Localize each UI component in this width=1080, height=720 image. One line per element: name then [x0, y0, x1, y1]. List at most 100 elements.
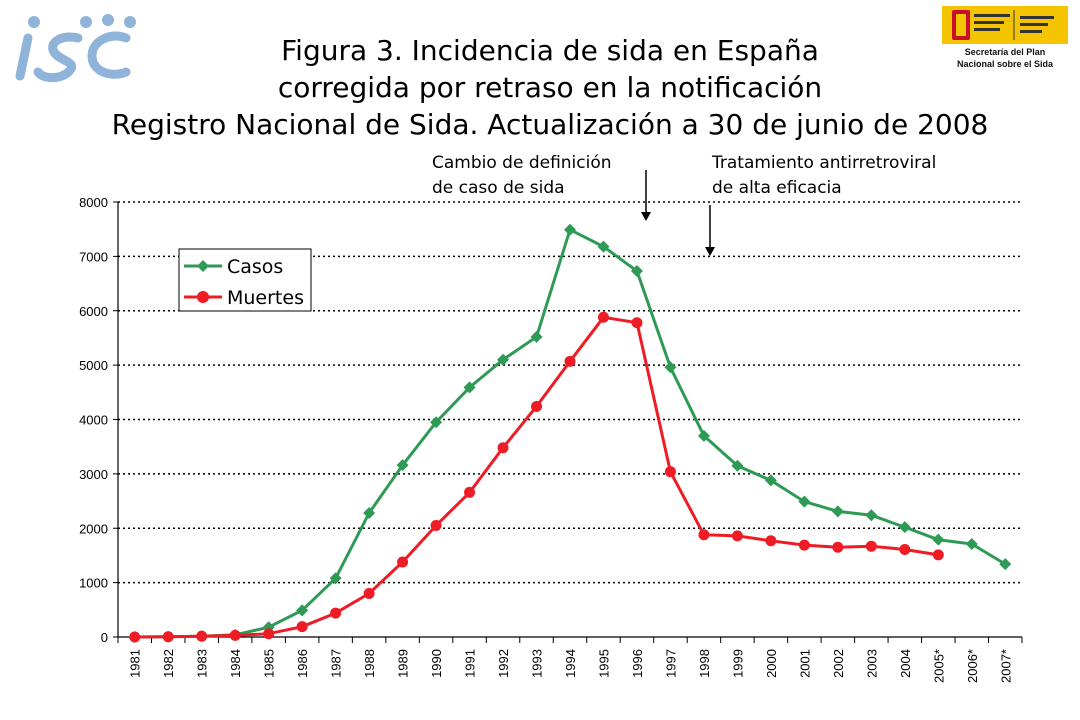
y-tick-label-7000: 7000: [79, 249, 108, 264]
series-muertes-line: [134, 315, 939, 639]
legend-casos-label: Casos: [227, 256, 283, 278]
point-muertes-1991: [464, 486, 476, 498]
gobierno-de-espana-logo-icon: Secretaría del Plan Nacional sobre el Si…: [940, 4, 1070, 74]
y-tick-label-2000: 2000: [79, 521, 108, 536]
y-tick-label-0: 0: [101, 630, 108, 645]
x-tick-label-1989: 1989: [396, 649, 411, 678]
point-muertes-2002: [832, 541, 844, 553]
point-muertes-1984: [229, 629, 241, 641]
point-muertes-1982: [162, 631, 174, 643]
x-tick-label-1994: 1994: [563, 649, 578, 678]
point-casos-1997: [664, 361, 677, 374]
point-casos-2004: [898, 521, 911, 534]
point-casos-1995: [597, 240, 610, 253]
chart-title: Figura 3. Incidencia de sida en España c…: [80, 32, 1020, 143]
x-tick-label-1981: 1981: [128, 649, 143, 678]
x-tick-label-2002: 2002: [831, 649, 846, 678]
point-casos-1987: [329, 572, 342, 585]
annotation-1-arrow: [641, 170, 651, 221]
annotation-2-line-1: Tratamiento antirretroviral: [711, 153, 936, 173]
legend-casos-marker: [197, 260, 209, 272]
y-tick-label-4000: 4000: [79, 413, 108, 428]
point-muertes-1994: [564, 355, 576, 367]
point-casos-1992: [497, 353, 510, 366]
logo-caption-line-2: Nacional sobre el Sida: [956, 59, 1054, 69]
point-muertes-1988: [363, 588, 375, 599]
x-tick-label-1991: 1991: [463, 649, 478, 678]
point-casos-2003: [865, 509, 878, 522]
point-casos-1988: [363, 507, 376, 520]
point-casos-2007-star: [999, 558, 1012, 571]
point-muertes-1999: [731, 530, 743, 542]
point-casos-1993: [530, 330, 543, 343]
point-casos-1999: [731, 459, 744, 472]
point-muertes-1992: [497, 442, 509, 454]
point-muertes-1995: [597, 311, 609, 323]
x-tick-label-1987: 1987: [329, 649, 344, 678]
point-casos-2006-star: [965, 538, 978, 551]
y-tick-label-1000: 1000: [79, 576, 108, 591]
x-tick-label-2000: 2000: [764, 649, 779, 678]
annotation-2-arrow: [705, 205, 715, 256]
point-muertes-1993: [531, 400, 543, 412]
x-tick-label-1986: 1986: [295, 649, 310, 678]
point-muertes-1981: [129, 631, 141, 643]
x-tick-label-2003: 2003: [864, 649, 879, 678]
annotation-layer: Cambio de definición de caso de sida Tra…: [432, 153, 936, 256]
point-casos-1996: [630, 265, 643, 278]
x-tick-label-2005-star: 2005*: [931, 649, 946, 683]
point-casos-2000: [764, 474, 777, 487]
y-tick-label-6000: 6000: [79, 304, 108, 319]
legend-muertes-label: Muertes: [227, 287, 304, 309]
x-tick-label-1992: 1992: [496, 649, 511, 678]
x-tick-label-1988: 1988: [362, 649, 377, 678]
gobierno-logo-shape: [942, 6, 1068, 44]
x-tick-label-2004: 2004: [898, 649, 913, 678]
logo-caption: Secretaría del Plan Nacional sobre el Si…: [940, 46, 1070, 70]
point-casos-2005-star: [932, 533, 945, 546]
point-muertes-1990: [430, 520, 442, 532]
point-muertes-1998: [698, 529, 710, 541]
point-muertes-1987: [330, 607, 342, 619]
point-muertes-1985: [263, 628, 275, 640]
logo-caption-line-1: Secretaría del Plan: [964, 47, 1046, 57]
x-tick-label-1995: 1995: [596, 649, 611, 678]
x-tick-label-1983: 1983: [195, 649, 210, 678]
point-casos-1986: [296, 604, 309, 617]
isciii-logo-icon: [8, 8, 138, 88]
point-muertes-1986: [296, 621, 308, 633]
point-casos-1998: [697, 429, 710, 442]
point-muertes-1983: [196, 630, 208, 642]
annotation-1-line-1: Cambio de definición: [432, 153, 612, 173]
point-casos-2002: [831, 505, 844, 518]
x-tick-label-1997: 1997: [663, 649, 678, 678]
point-casos-1989: [396, 459, 409, 472]
x-tick-label-2007-star: 2007*: [998, 649, 1013, 683]
point-casos-1990: [430, 416, 443, 429]
y-tick-label-5000: 5000: [79, 358, 108, 373]
title-line-2: corregida por retraso en la notificación: [277, 71, 823, 104]
x-tick-label-2001: 2001: [797, 649, 812, 678]
axis-layer: 0 1000 2000 3000 4000 5000 6000 7000 8000 1981 198…: [79, 195, 1023, 683]
point-muertes-2004: [899, 543, 911, 555]
x-tick-label-1999: 1999: [730, 649, 745, 678]
x-tick-label-1996: 1996: [630, 649, 645, 678]
point-casos-1991: [463, 381, 476, 394]
point-muertes-2000: [765, 535, 777, 547]
point-muertes-1996: [631, 317, 643, 329]
title-line-1: Figura 3. Incidencia de sida en España: [281, 34, 819, 67]
point-casos-1994: [564, 223, 576, 236]
x-tick-label-1993: 1993: [530, 649, 545, 678]
annotation-1-line-2: de caso de sida: [432, 178, 565, 198]
y-tick-label-8000: 8000: [79, 195, 108, 210]
point-muertes-1997: [664, 466, 676, 478]
legend-muertes-marker: [197, 291, 209, 303]
point-casos-2001: [798, 495, 811, 508]
x-tick-label-1990: 1990: [429, 649, 444, 678]
annotation-2-line-2: de alta eficacia: [712, 178, 842, 198]
x-tick-label-1985: 1985: [262, 649, 277, 678]
point-muertes-2005-star: [932, 549, 944, 561]
title-line-3: Registro Nacional de Sida. Actualización…: [111, 108, 989, 141]
point-muertes-2001: [798, 539, 810, 551]
